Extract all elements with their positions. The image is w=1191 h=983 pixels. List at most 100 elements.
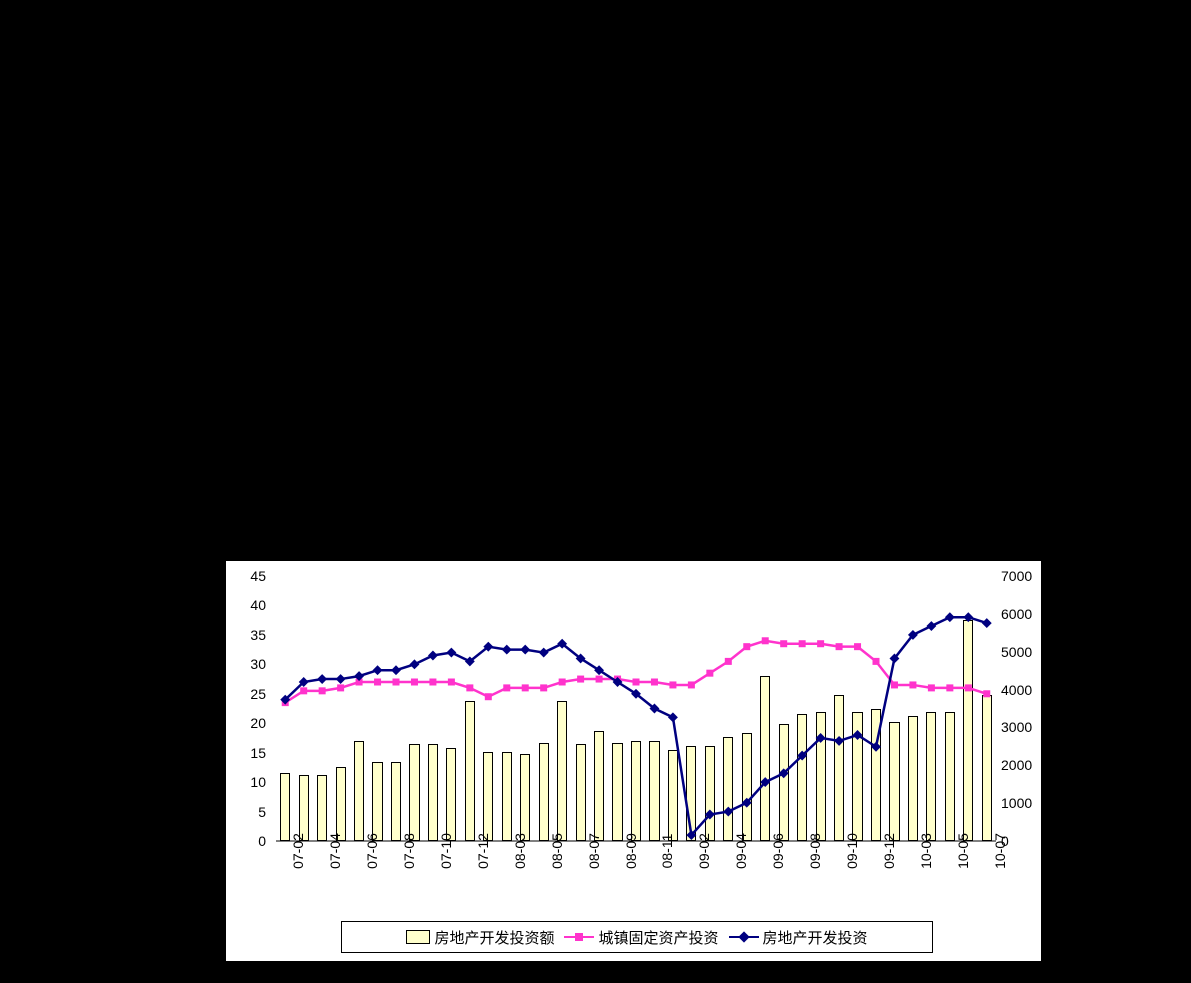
- x-tick-label: 07-12: [475, 833, 491, 869]
- line-marker: [928, 684, 935, 691]
- line-marker: [817, 640, 824, 647]
- line-marker: [982, 618, 992, 628]
- x-tick-label: 09-10: [844, 833, 860, 869]
- x-tick-label: 09-04: [733, 833, 749, 869]
- line-marker: [946, 684, 953, 691]
- line-marker: [577, 676, 584, 683]
- line-marker: [762, 637, 769, 644]
- y-left-tick-label: 35: [250, 627, 266, 643]
- line-marker: [300, 687, 307, 694]
- x-tick-label: 07-06: [364, 833, 380, 869]
- y-right-tick-label: 5000: [1001, 644, 1032, 660]
- y-right-tick-label: 1000: [1001, 795, 1032, 811]
- x-tick-label: 10-05: [955, 833, 971, 869]
- x-tick-label: 08-11: [659, 834, 675, 869]
- x-tick-label: 07-10: [438, 833, 454, 869]
- line-marker: [485, 693, 492, 700]
- y-left-tick-label: 0: [258, 833, 266, 849]
- line-marker: [909, 681, 916, 688]
- x-tick-label: 07-04: [327, 833, 343, 869]
- line-marker: [669, 681, 676, 688]
- y-left-tick-label: 30: [250, 656, 266, 672]
- x-tick-label: 09-02: [696, 833, 712, 869]
- line-marker: [391, 665, 401, 675]
- line-marker: [428, 651, 438, 661]
- legend-label: 城镇固定资产投资: [598, 927, 718, 948]
- line-marker: [503, 684, 510, 691]
- x-tick-label: 09-06: [770, 833, 786, 869]
- line-marker: [983, 690, 990, 697]
- line-marker: [337, 684, 344, 691]
- y-axis-left: 051015202530354045: [226, 576, 271, 841]
- y-left-tick-label: 45: [250, 568, 266, 584]
- legend-line-icon: [564, 936, 594, 938]
- y-left-tick-label: 10: [250, 774, 266, 790]
- x-tick-label: 08-07: [586, 833, 602, 869]
- legend-item: 城镇固定资产投资: [564, 927, 718, 948]
- legend-bar-icon: [406, 930, 430, 944]
- line-marker: [373, 665, 383, 675]
- legend-label: 房地产开发投资额: [434, 927, 554, 948]
- line-series: [285, 617, 987, 835]
- line-marker: [688, 681, 695, 688]
- line-marker: [429, 679, 436, 686]
- y-left-tick-label: 40: [250, 597, 266, 613]
- legend-label: 房地产开发投资: [763, 927, 868, 948]
- line-marker: [520, 645, 530, 655]
- line-marker: [945, 612, 955, 622]
- line-marker: [965, 684, 972, 691]
- y-right-tick-label: 2000: [1001, 757, 1032, 773]
- line-marker: [466, 684, 473, 691]
- line-marker: [410, 659, 420, 669]
- chart-container: 051015202530354045 010002000300040005000…: [225, 560, 1042, 962]
- line-marker: [873, 658, 880, 665]
- plot-area: [276, 576, 996, 841]
- x-axis: 07-0207-0407-0607-0807-1007-1208-0308-05…: [276, 846, 996, 906]
- line-marker: [448, 679, 455, 686]
- line-marker: [540, 684, 547, 691]
- line-marker: [374, 679, 381, 686]
- line-marker: [891, 681, 898, 688]
- x-tick-label: 10-07: [992, 833, 1008, 869]
- line-marker: [723, 807, 733, 817]
- line-marker: [539, 648, 549, 658]
- line-marker: [559, 679, 566, 686]
- line-marker: [725, 658, 732, 665]
- line-marker: [319, 687, 326, 694]
- line-marker: [963, 612, 973, 622]
- line-marker: [393, 679, 400, 686]
- y-right-tick-label: 7000: [1001, 568, 1032, 584]
- y-axis-right: 01000200030004000500060007000: [996, 576, 1041, 841]
- y-right-tick-label: 6000: [1001, 606, 1032, 622]
- y-right-tick-label: 4000: [1001, 682, 1032, 698]
- legend-item: 房地产开发投资: [729, 927, 868, 948]
- line-marker: [446, 648, 456, 658]
- line-marker: [317, 674, 327, 684]
- x-tick-label: 08-09: [623, 833, 639, 869]
- legend-item: 房地产开发投资额: [406, 927, 554, 948]
- x-tick-label: 07-02: [290, 833, 306, 869]
- line-marker: [926, 621, 936, 631]
- line-marker: [522, 684, 529, 691]
- y-left-tick-label: 15: [250, 745, 266, 761]
- x-tick-label: 10-03: [918, 833, 934, 869]
- line-marker: [780, 640, 787, 647]
- x-tick-label: 08-03: [512, 833, 528, 869]
- line-marker: [336, 674, 346, 684]
- line-marker: [834, 736, 844, 746]
- legend-line-icon: [729, 936, 759, 938]
- x-tick-label: 08-05: [549, 833, 565, 869]
- line-marker: [502, 645, 512, 655]
- line-marker: [799, 640, 806, 647]
- line-marker: [668, 712, 678, 722]
- line-marker: [411, 679, 418, 686]
- line-marker: [596, 676, 603, 683]
- line-overlay: [276, 576, 996, 841]
- legend: 房地产开发投资额 城镇固定资产投资 房地产开发投资: [341, 921, 933, 953]
- line-marker: [854, 643, 861, 650]
- x-tick-label: 07-08: [401, 833, 417, 869]
- line-marker: [651, 679, 658, 686]
- line-marker: [836, 643, 843, 650]
- line-marker: [743, 643, 750, 650]
- y-right-tick-label: 3000: [1001, 719, 1032, 735]
